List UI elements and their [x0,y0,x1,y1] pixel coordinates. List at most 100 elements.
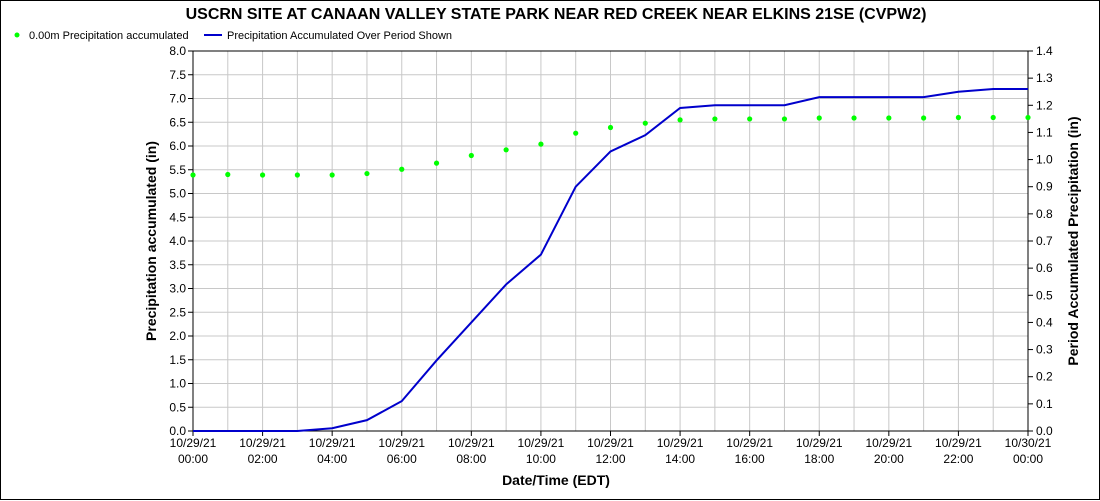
right-tick-label: 0.9 [1036,180,1053,194]
x-axis-ticks: 10/29/21 00:00 10/29/21 02:00 10/29/21 04:00 1… [170,431,1052,466]
right-tick-label: 0.6 [1036,261,1053,275]
legend-label-accumulated: 0.00m Precipitation accumulated [29,30,189,42]
x-tick-date: 10/29/21 [726,436,773,450]
right-tick-label: 0.8 [1036,207,1053,221]
accumulated-point [259,172,266,178]
accumulated-point [886,115,892,121]
x-tick-time: 18:00 [804,452,834,466]
x-tick-time: 06:00 [387,452,417,466]
x-tick-time: 02:00 [248,452,278,466]
x-tick-time: 00:00 [1013,452,1043,466]
x-tick-date: 10/29/21 [865,436,912,450]
left-axis-ticks: 0.0 0.5 1.0 1.5 2.0 2.5 3.0 3.5 4.0 4.5 5.0 5.5 6.0 6… [169,44,193,438]
accumulated-point [190,172,196,178]
legend-label-period: Precipitation Accumulated Over Period Sh… [227,30,452,42]
accumulated-point [573,130,579,136]
accumulated-point [538,141,544,147]
accumulated-point [225,171,231,178]
right-tick-label: 0.7 [1036,234,1053,248]
x-tick-time: 00:00 [178,452,208,466]
series-accumulated-points [190,114,1031,178]
left-tick-label: 7.0 [169,92,186,106]
right-tick-label: 1.0 [1036,153,1053,167]
right-tick-label: 0.2 [1036,370,1053,384]
accumulated-point [990,114,996,121]
accumulated-point [294,172,300,178]
x-tick-time: 12:00 [595,452,625,466]
legend-marker-accumulated [14,32,20,38]
right-tick-label: 0.0 [1036,424,1053,438]
accumulated-point [781,116,788,122]
right-tick-label: 1.3 [1036,71,1053,85]
x-tick-date: 10/29/21 [378,436,425,450]
x-tick-time: 04:00 [317,452,347,466]
x-tick-date: 10/29/21 [170,436,217,450]
right-axis-ticks: 0.0 0.1 0.2 0.3 0.4 0.5 0.6 0.7 0.8 0.9 1.0 1.1 1.2 1… [1028,44,1053,438]
accumulated-point [955,114,962,121]
x-tick-date: 10/29/21 [518,436,565,450]
chart-title: USCRN SITE AT CANAAN VALLEY STATE PARK N… [186,6,927,23]
x-tick-time: 16:00 [735,452,765,466]
accumulated-point [364,170,370,177]
right-tick-label: 0.1 [1036,397,1053,411]
left-tick-label: 6.0 [169,139,186,153]
accumulated-point [503,147,509,153]
left-tick-label: 3.5 [169,258,186,272]
left-tick-label: 7.5 [169,68,186,82]
left-tick-label: 5.0 [169,187,186,201]
x-tick-time: 22:00 [943,452,973,466]
accumulated-point [1025,114,1031,121]
left-axis-title: Precipitation accumulated (in) [143,141,159,341]
x-tick-date: 10/29/21 [239,436,286,450]
accumulated-point [712,116,718,122]
left-tick-label: 2.5 [169,305,186,319]
left-tick-label: 1.5 [169,353,186,367]
x-axis-title: Date/Time (EDT) [502,472,610,488]
right-axis-title: Period Accumulated Precipitation (in) [1065,116,1081,365]
accumulated-point [642,120,648,126]
gridlines [192,50,1029,432]
accumulated-point [468,152,474,159]
left-tick-label: 1.0 [169,377,186,391]
x-tick-time: 10:00 [526,452,556,466]
right-tick-label: 0.4 [1036,315,1053,329]
left-tick-label: 0.5 [169,400,186,414]
x-tick-time: 08:00 [456,452,486,466]
accumulated-point [607,124,614,131]
accumulated-point [921,115,927,121]
left-tick-label: 0.0 [169,424,186,438]
accumulated-point [677,117,683,123]
x-tick-date: 10/29/21 [796,436,843,450]
x-tick-date: 10/29/21 [935,436,982,450]
accumulated-point [433,160,440,166]
left-tick-label: 3.0 [169,282,186,296]
accumulated-point [816,115,822,121]
left-tick-label: 4.5 [169,210,186,224]
accumulated-point [747,116,753,122]
right-tick-label: 1.4 [1036,44,1053,58]
right-tick-label: 0.5 [1036,288,1053,302]
left-tick-label: 4.0 [169,234,186,248]
x-tick-date: 10/29/21 [448,436,495,450]
right-tick-label: 1.1 [1036,125,1053,139]
x-tick-date: 10/29/21 [309,436,356,450]
accumulated-point [329,172,335,178]
accumulated-point [399,166,405,172]
legend: 0.00m Precipitation accumulated Precipit… [14,30,452,42]
left-tick-label: 2.0 [169,329,186,343]
right-tick-label: 1.2 [1036,98,1053,112]
period-accumulation-line [193,88,1028,432]
right-tick-label: 0.3 [1036,343,1053,357]
x-tick-date: 10/29/21 [587,436,634,450]
left-tick-label: 5.5 [169,163,186,177]
x-tick-date: 10/29/21 [657,436,704,450]
left-tick-label: 8.0 [169,44,186,58]
x-tick-date: 10/30/21 [1005,436,1052,450]
series-period-line [193,88,1028,432]
left-tick-label: 6.5 [169,115,186,129]
x-tick-time: 20:00 [874,452,904,466]
x-tick-time: 14:00 [665,452,695,466]
accumulated-point [851,115,857,121]
